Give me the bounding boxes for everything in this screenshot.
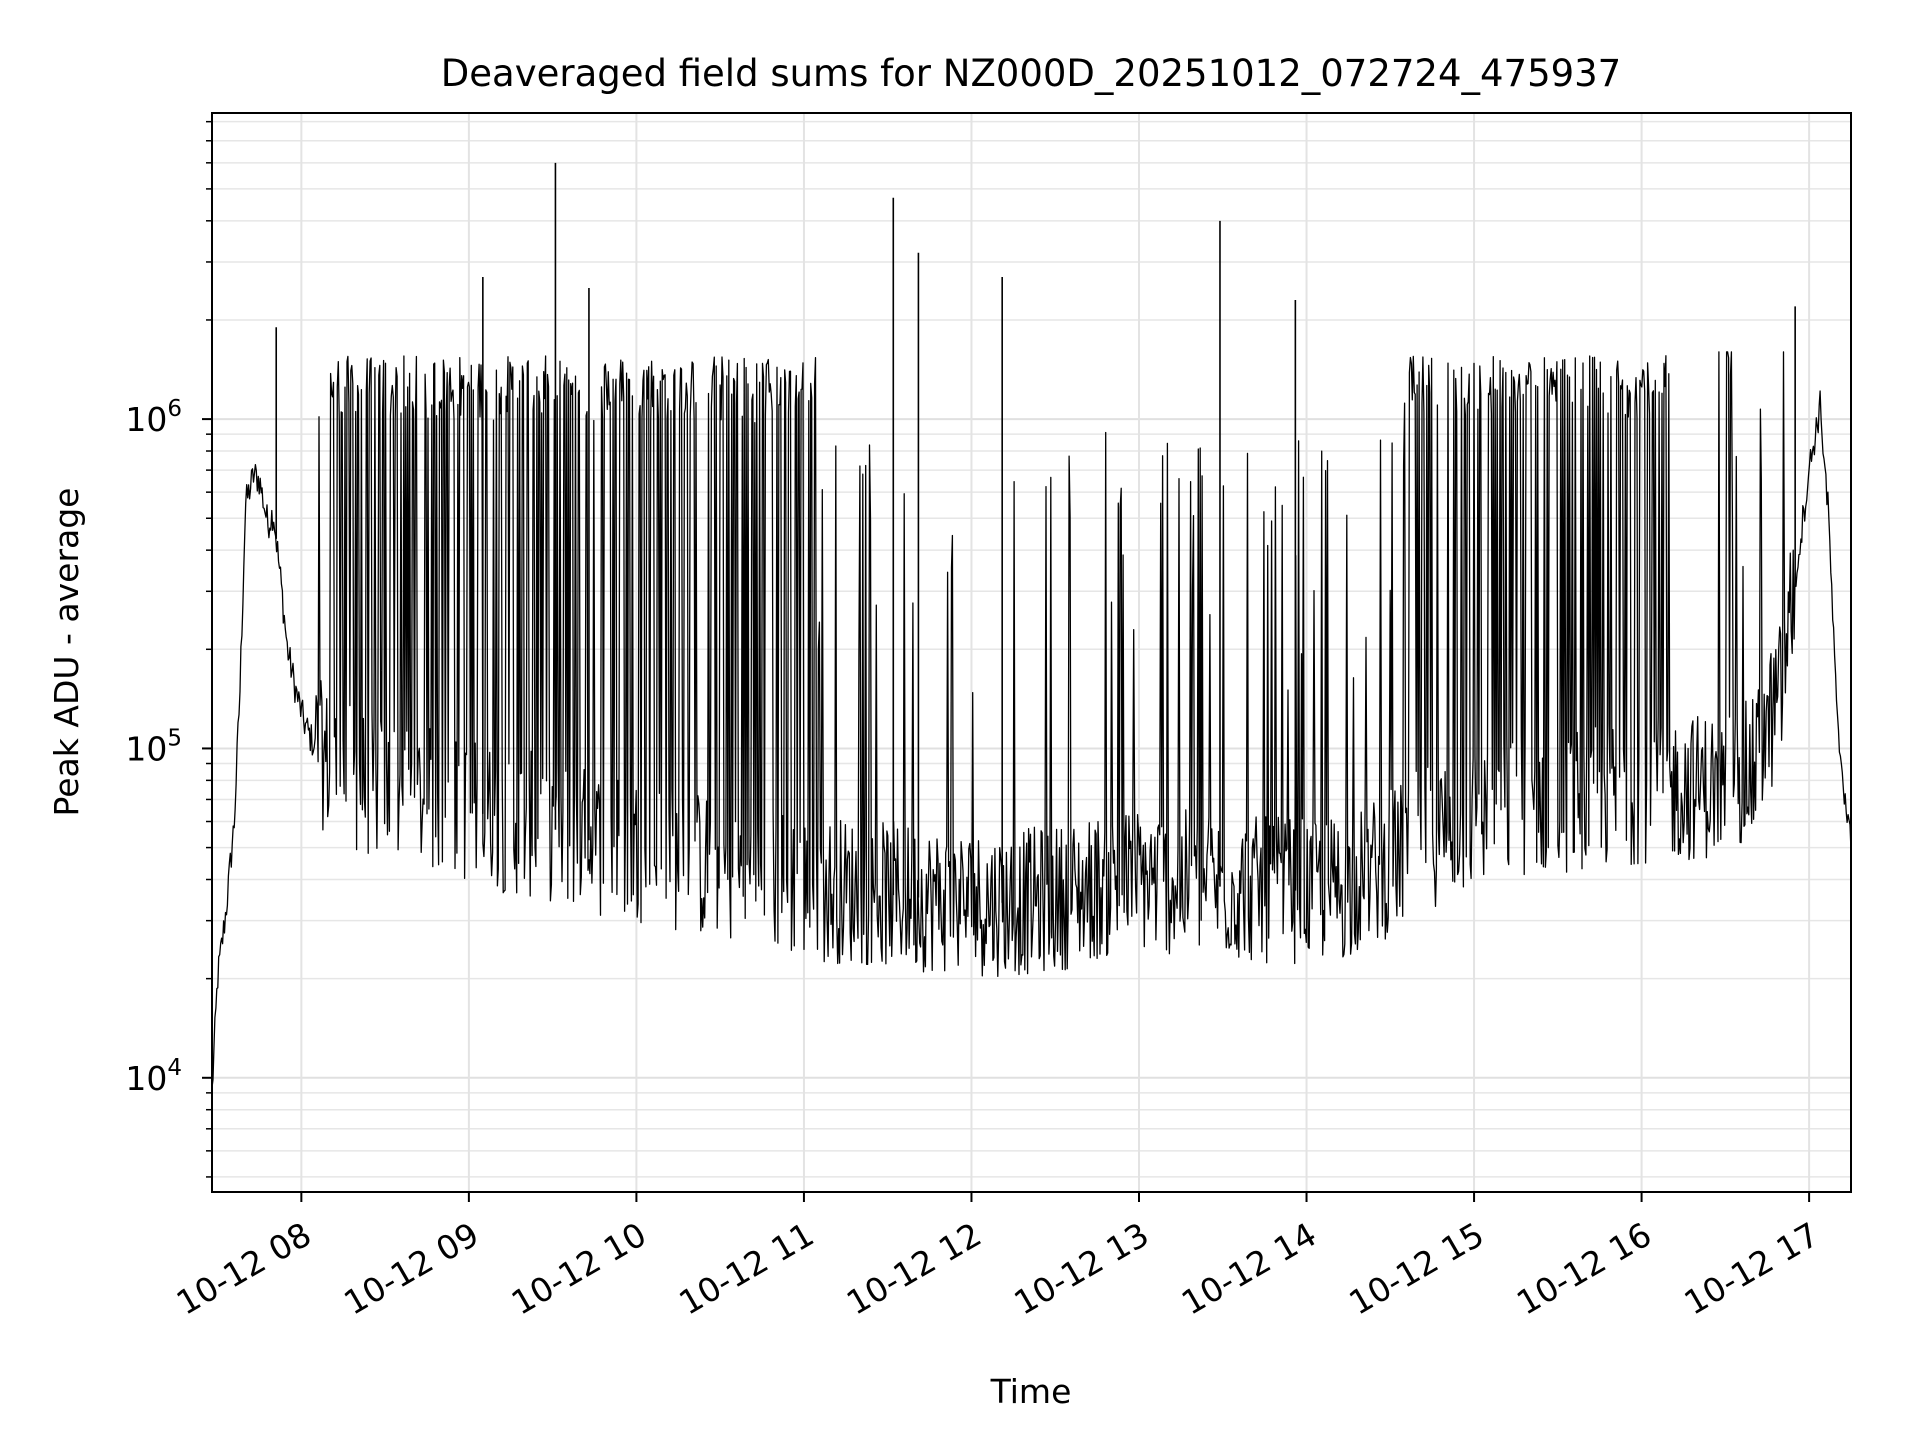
x-tick-label: 10-12 13 bbox=[1007, 1215, 1155, 1323]
x-tick-label: 10-12 10 bbox=[505, 1215, 653, 1323]
x-tick-label: 10-12 08 bbox=[170, 1215, 318, 1323]
x-axis-label: Time bbox=[990, 1372, 1072, 1411]
x-tick-label: 10-12 16 bbox=[1510, 1215, 1658, 1323]
plot-frame bbox=[211, 112, 1852, 1193]
chart-title: Deaveraged field sums for NZ000D_2025101… bbox=[441, 52, 1621, 95]
x-axis: 10-12 08 10-12 09 10-12 10 10-12 11 10-12 12… bbox=[170, 1192, 1825, 1323]
x-tick-label: 10-12 14 bbox=[1175, 1215, 1323, 1323]
x-tick-label: 10-12 17 bbox=[1677, 1215, 1825, 1323]
x-tick-label: 10-12 11 bbox=[672, 1215, 820, 1323]
x-tick-label: 10-12 15 bbox=[1342, 1215, 1490, 1323]
y-axis-label: Peak ADU - average bbox=[47, 488, 86, 817]
series-layer bbox=[211, 162, 1852, 1088]
y-axis: 104 105 106 bbox=[125, 120, 212, 1178]
x-tick-label: 10-12 09 bbox=[337, 1215, 485, 1323]
y-tick-label: 104 bbox=[125, 1055, 182, 1098]
y-tick-label: 105 bbox=[125, 725, 182, 768]
x-tick-label: 10-12 12 bbox=[840, 1215, 988, 1323]
y-tick-label: 106 bbox=[125, 396, 182, 439]
series-line bbox=[211, 351, 1852, 1088]
